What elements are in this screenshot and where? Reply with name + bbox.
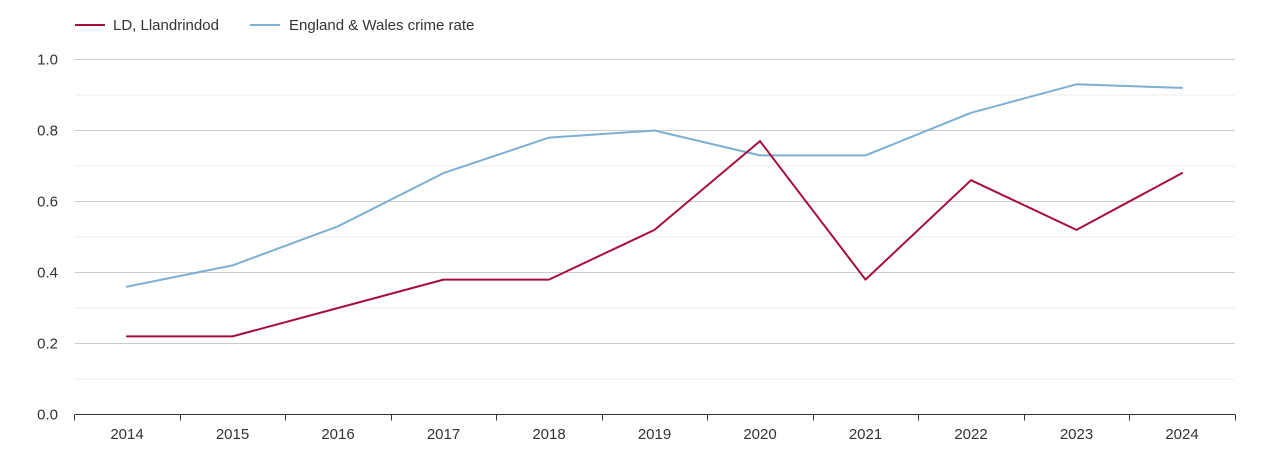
- y-tick-label: 1.0: [37, 52, 58, 69]
- series-line-england-wales: [126, 83, 1183, 288]
- x-tick-label: 2020: [743, 426, 776, 443]
- x-tick-label: 2024: [1165, 426, 1198, 443]
- y-axis: 0.0 0.2 0.4 0.6 0.8 1.0: [37, 52, 58, 424]
- legend-label-england-wales: England & Wales crime rate: [289, 17, 474, 34]
- y-tick-label: 0.6: [37, 194, 58, 211]
- y-tick-label: 0.4: [37, 265, 58, 282]
- x-tick-label: 2014: [110, 426, 143, 443]
- x-tick-label: 2019: [638, 426, 671, 443]
- x-tick-label: 2021: [849, 426, 882, 443]
- y-tick-label: 0.8: [37, 123, 58, 140]
- x-tick-label: 2022: [954, 426, 987, 443]
- legend-label-ld-llandrindod: LD, Llandrindod: [113, 17, 219, 34]
- series-layer: [126, 83, 1183, 338]
- x-axis: 2014 2015 2016 2017 2018 2019 2020 2021 2022 2023…: [74, 414, 1236, 443]
- x-tick-label: 2023: [1060, 426, 1093, 443]
- x-tick-label: 2015: [216, 426, 249, 443]
- y-tick-label: 0.0: [37, 407, 58, 424]
- x-tick-label: 2016: [321, 426, 354, 443]
- x-tick-label: 2018: [532, 426, 565, 443]
- y-tick-label: 0.2: [37, 336, 58, 353]
- gridlines: [75, 59, 1235, 380]
- legend: LD, Llandrindod England & Wales crime ra…: [75, 17, 474, 34]
- x-tick-label: 2017: [427, 426, 460, 443]
- series-line-ld-llandrindod: [126, 140, 1183, 338]
